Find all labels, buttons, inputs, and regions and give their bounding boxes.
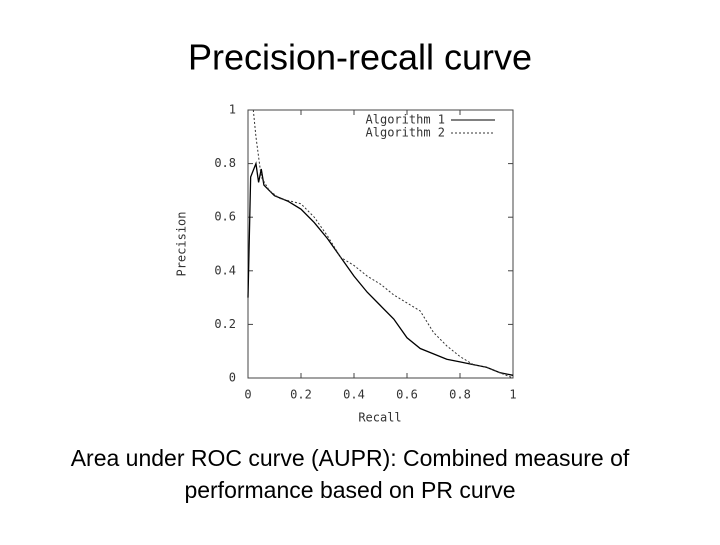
x-tick-label: 0.2 xyxy=(290,388,312,402)
caption: Area under ROC curve (AUPR): Combined me… xyxy=(71,445,630,471)
y-tick-label: 0.6 xyxy=(214,210,236,224)
x-tick-label: 0.6 xyxy=(396,388,418,402)
x-tick-label: 0.4 xyxy=(343,388,365,402)
x-tick-label: 0 xyxy=(244,388,251,402)
legend-label: Algorithm 1 xyxy=(366,113,445,127)
series-line xyxy=(247,161,514,376)
slide-title: Precision-recall curve xyxy=(188,37,532,78)
series-line xyxy=(252,109,514,379)
legend-label: Algorithm 2 xyxy=(366,126,445,140)
plot-frame xyxy=(247,109,514,379)
x-axis-label: Recall xyxy=(358,411,401,425)
y-tick-label: 0.2 xyxy=(214,317,236,331)
x-tick-label: 1 xyxy=(509,388,516,402)
y-tick-label: 0.8 xyxy=(214,156,236,170)
caption: performance based on PR curve xyxy=(184,477,515,503)
y-tick-label: 1 xyxy=(229,103,236,117)
x-tick-label: 0.8 xyxy=(449,388,471,402)
y-tick-label: 0 xyxy=(229,371,236,385)
y-axis-label: Precision xyxy=(175,211,189,276)
y-tick-label: 0.4 xyxy=(214,263,236,277)
